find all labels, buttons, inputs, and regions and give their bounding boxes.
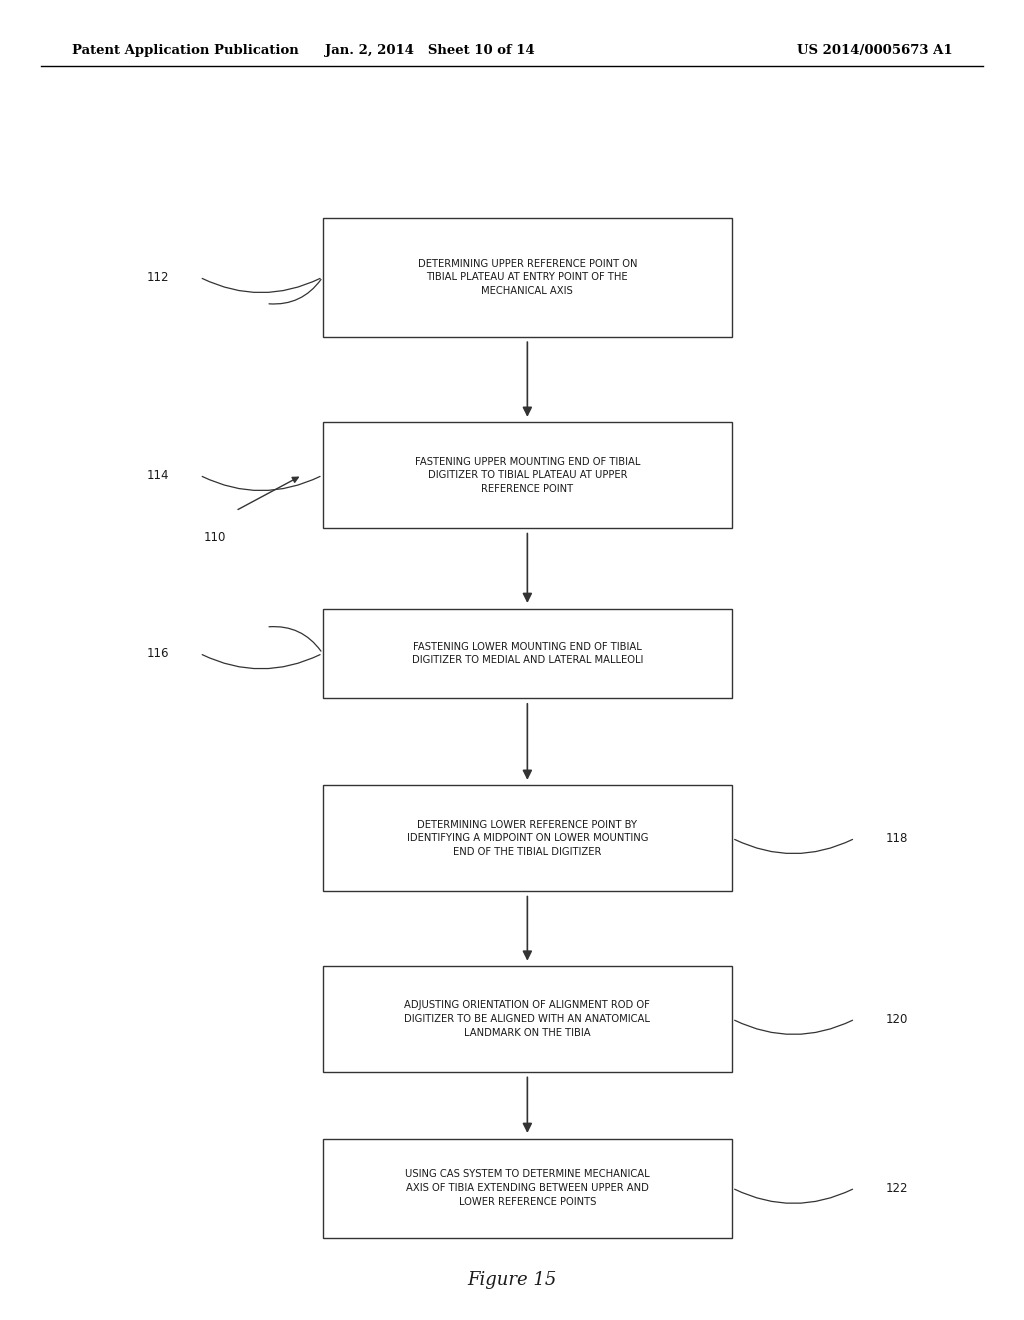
- Text: US 2014/0005673 A1: US 2014/0005673 A1: [797, 44, 952, 57]
- FancyArrowPatch shape: [202, 279, 321, 293]
- FancyArrowPatch shape: [734, 1189, 853, 1204]
- Text: DETERMINING LOWER REFERENCE POINT BY
IDENTIFYING A MIDPOINT ON LOWER MOUNTING
EN: DETERMINING LOWER REFERENCE POINT BY IDE…: [407, 820, 648, 857]
- Text: Patent Application Publication: Patent Application Publication: [72, 44, 298, 57]
- Text: FASTENING UPPER MOUNTING END OF TIBIAL
DIGITIZER TO TIBIAL PLATEAU AT UPPER
REFE: FASTENING UPPER MOUNTING END OF TIBIAL D…: [415, 457, 640, 494]
- Text: ADJUSTING ORIENTATION OF ALIGNMENT ROD OF
DIGITIZER TO BE ALIGNED WITH AN ANATOM: ADJUSTING ORIENTATION OF ALIGNMENT ROD O…: [404, 1001, 650, 1038]
- Text: 114: 114: [146, 469, 169, 482]
- Text: 116: 116: [146, 647, 169, 660]
- Text: 118: 118: [886, 832, 908, 845]
- FancyBboxPatch shape: [323, 609, 732, 698]
- FancyArrowPatch shape: [269, 280, 321, 304]
- FancyBboxPatch shape: [323, 785, 732, 891]
- FancyArrowPatch shape: [202, 477, 321, 491]
- FancyArrowPatch shape: [734, 1020, 853, 1035]
- Text: 112: 112: [146, 271, 169, 284]
- Text: 120: 120: [886, 1012, 908, 1026]
- FancyBboxPatch shape: [323, 422, 732, 528]
- Text: DETERMINING UPPER REFERENCE POINT ON
TIBIAL PLATEAU AT ENTRY POINT OF THE
MECHAN: DETERMINING UPPER REFERENCE POINT ON TIB…: [418, 259, 637, 296]
- Text: Jan. 2, 2014   Sheet 10 of 14: Jan. 2, 2014 Sheet 10 of 14: [326, 44, 535, 57]
- FancyArrowPatch shape: [734, 840, 853, 854]
- Text: USING CAS SYSTEM TO DETERMINE MECHANICAL
AXIS OF TIBIA EXTENDING BETWEEN UPPER A: USING CAS SYSTEM TO DETERMINE MECHANICAL…: [406, 1170, 649, 1206]
- Text: Figure 15: Figure 15: [467, 1271, 557, 1290]
- FancyBboxPatch shape: [323, 218, 732, 337]
- FancyBboxPatch shape: [323, 966, 732, 1072]
- FancyArrowPatch shape: [202, 655, 321, 669]
- Text: 122: 122: [886, 1181, 908, 1195]
- FancyArrowPatch shape: [269, 627, 321, 651]
- Text: FASTENING LOWER MOUNTING END OF TIBIAL
DIGITIZER TO MEDIAL AND LATERAL MALLEOLI: FASTENING LOWER MOUNTING END OF TIBIAL D…: [412, 642, 643, 665]
- Text: 110: 110: [204, 531, 226, 544]
- FancyBboxPatch shape: [323, 1138, 732, 1238]
